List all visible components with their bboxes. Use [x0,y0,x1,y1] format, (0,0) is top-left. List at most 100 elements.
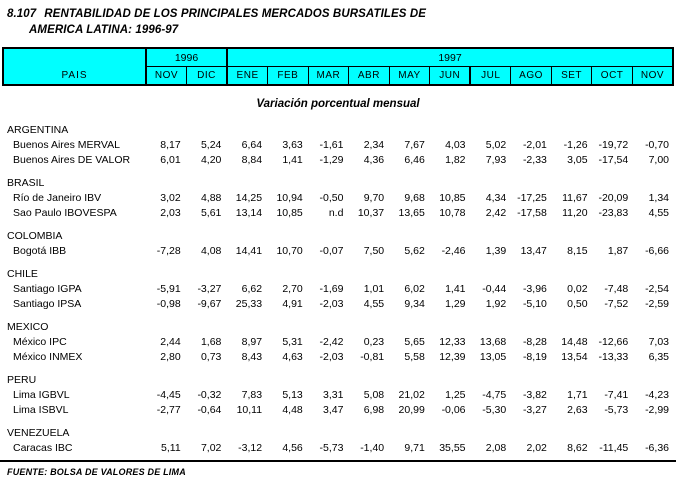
value-cell: 1,92 [485,298,507,310]
value-cell: 13,65 [398,207,425,219]
value-cell: 4,56 [282,442,303,454]
country-row: VENEZUELA [2,418,674,441]
value-cell: 10,11 [236,404,263,416]
value-cell: 4,48 [282,404,303,416]
page-title-line1: 8.107 RENTABILIDAD DE LOS PRINCIPALES MER… [7,6,676,22]
value-cell: 12,33 [439,336,466,348]
value-cell: 10,85 [439,192,466,204]
value-cell: -17,58 [517,207,547,219]
pais-header-cell: PAIS [2,47,147,86]
value-cell: -11,45 [599,442,629,454]
value-cell: 6,98 [363,404,385,416]
value-cell: 6,64 [241,139,263,151]
value-cell: 10,37 [357,207,385,219]
value-cell: 5,58 [404,351,425,363]
value-cell: -5,73 [319,442,344,454]
value-cell: 1,68 [200,336,222,348]
month-header-1: NOV [145,66,188,86]
value-cell: 5,24 [200,139,222,151]
country-label: COLOMBIA [7,230,63,242]
market-label: México INMEX [13,351,83,363]
data-table: ARGENTINA Buenos Aires MERVAL 8,17 5,24 6,64… [2,115,674,456]
value-cell: 9,68 [404,192,425,204]
value-cell: 2,03 [160,207,181,219]
value-cell: 4,88 [200,192,222,204]
value-cell: 4,03 [445,139,466,151]
market-label: México IPC [13,336,67,348]
value-cell: -5,30 [482,404,507,416]
value-cell: -2,03 [319,298,344,310]
year-1996-header: 1996 [145,47,228,67]
value-cell: 6,46 [404,154,425,166]
table-header: PAIS 1996 1997 NOV DIC ENE FEB MAR ABR MAY JUN J… [2,47,674,86]
value-cell: 25,33 [235,298,263,310]
value-cell: 20,99 [398,404,425,416]
value-cell: 14,48 [561,336,588,348]
value-cell: 5,08 [363,389,385,401]
value-cell: 8,62 [567,442,588,454]
value-cell: -2,03 [319,351,344,363]
market-row: Santiago IPSA -0,98 -9,67 25,33 4,91 -2,03 4,5… [2,297,674,312]
value-cell: 6,62 [241,283,263,295]
value-cell: 1,39 [485,245,507,257]
value-cell: 1,01 [363,283,385,295]
value-cell: 8,15 [567,245,588,257]
value-cell: -1,26 [563,139,588,151]
value-cell: -3,96 [522,283,547,295]
value-cell: -2,59 [645,298,669,310]
value-cell: -7,41 [604,389,629,401]
market-row: Lima IGBVL -4,45 -0,32 7,83 5,13 3,31 5,08 21,0… [2,388,674,403]
value-cell: 4,20 [200,154,222,166]
value-cell: 8,84 [241,154,263,166]
country-label: PERU [7,374,37,386]
value-cell: 35,55 [439,442,466,454]
market-row: Lima ISBVL -2,77 -0,64 10,11 4,48 3,47 6,98 20,… [2,403,674,418]
value-cell: 14,41 [235,245,263,257]
value-cell: 5,11 [161,442,181,454]
value-cell: 13,05 [479,351,507,363]
value-cell: 11,67 [562,192,588,204]
value-cell: -1,69 [319,283,344,295]
month-header-3: ENE [226,66,269,86]
value-cell: -5,73 [604,404,629,416]
value-cell: 0,73 [200,351,222,363]
value-cell: 4,91 [282,298,303,310]
value-cell: 7,93 [485,154,507,166]
value-cell: 9,34 [404,298,425,310]
market-row: Buenos Aires MERVAL 8,17 5,24 6,64 3,63 -1,61… [2,138,674,153]
value-cell: -0,07 [319,245,344,257]
value-cell: 12,39 [439,351,466,363]
value-cell: n.d [328,207,344,219]
title-text: RENTABILIDAD DE LOS PRINCIPALES MERCADOS… [44,8,427,20]
value-cell: 4,34 [485,192,507,204]
value-cell: -17,25 [517,192,547,204]
value-cell: 0,23 [363,336,385,348]
value-cell: -2,01 [522,139,547,151]
value-cell: 2,42 [485,207,507,219]
value-cell: 3,02 [160,192,181,204]
market-row: México INMEX 2,80 0,73 8,43 4,63 -2,03 -0,81 5,… [2,350,674,365]
market-label: Río de Janeiro IBV [13,192,102,204]
value-cell: -2,99 [645,404,669,416]
market-label: Sao Paulo IBOVESPA [13,207,117,219]
value-cell: 10,85 [276,207,303,219]
table-subtitle: Variación porcentual mensual [256,98,420,110]
value-cell: 10,94 [276,192,303,204]
value-cell: 11,20 [562,207,588,219]
value-cell: 6,01 [160,154,181,166]
value-cell: 1,87 [607,245,629,257]
value-cell: -9,67 [197,298,222,310]
value-cell: 10,78 [439,207,466,219]
value-cell: -17,54 [598,154,629,166]
month-header-7: MAY [388,66,431,86]
value-cell: -3,12 [238,442,263,454]
month-header-6: ABR [348,66,390,86]
value-cell: 4,36 [363,154,385,166]
month-header-2: DIC [186,66,228,86]
country-label: CHILE [7,268,38,280]
page-title-line2: AMERICA LATINA: 1996-97 [29,24,179,36]
value-cell: 1,34 [648,192,669,204]
value-cell: -0,98 [156,298,181,310]
value-cell: -7,52 [604,298,629,310]
value-cell: 3,63 [282,139,303,151]
